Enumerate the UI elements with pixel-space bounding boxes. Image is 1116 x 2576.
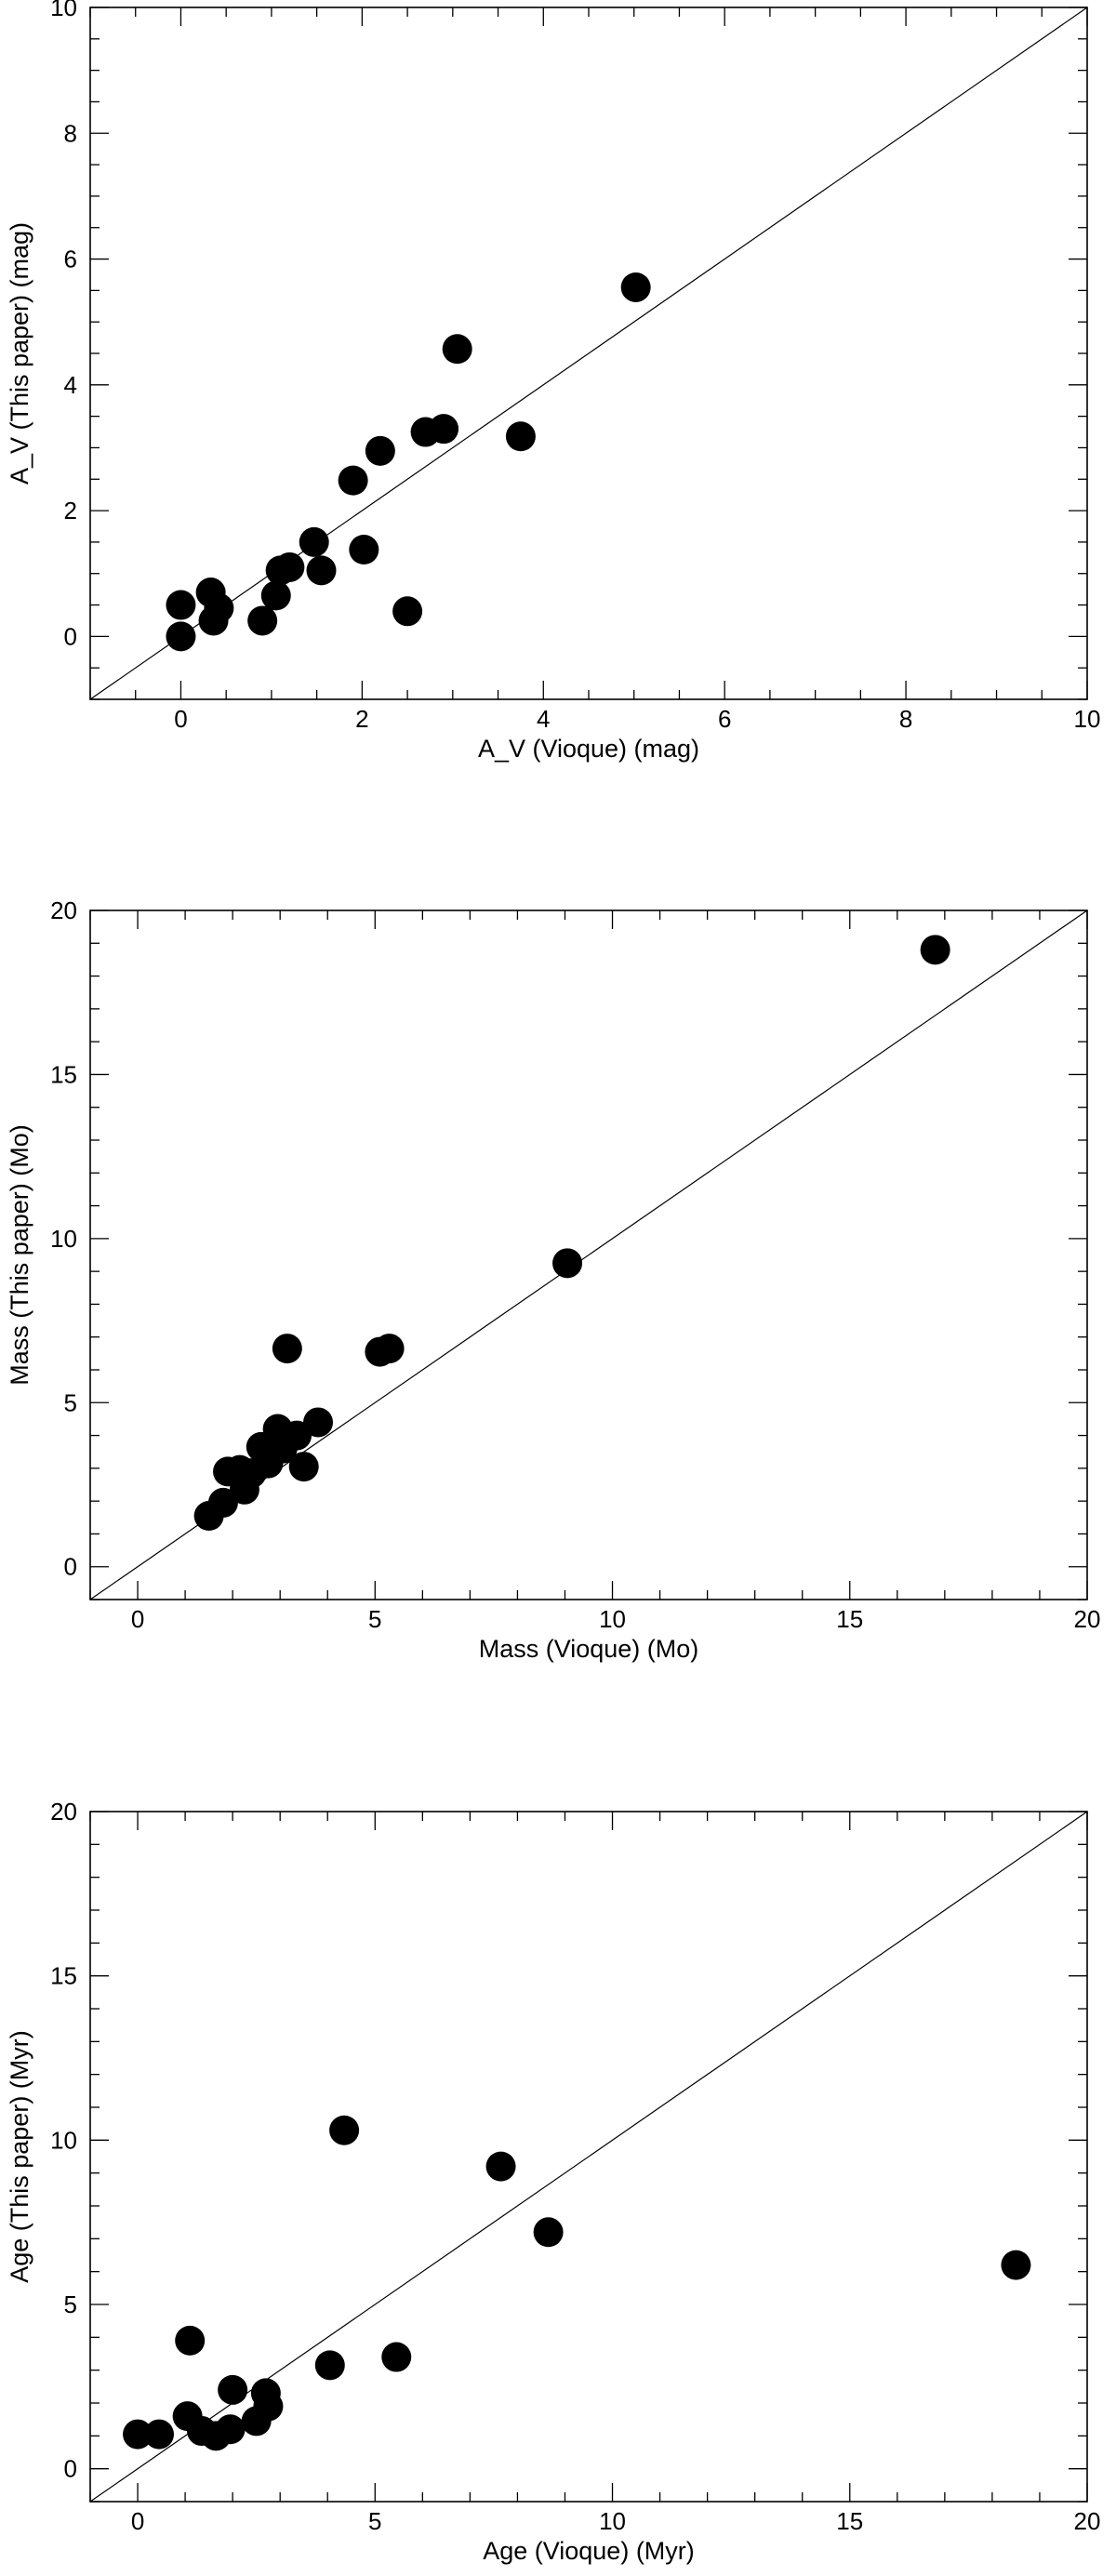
mass-data-point bbox=[920, 935, 950, 965]
mass-data-point bbox=[207, 1487, 238, 1518]
mass-comparison-panel: 0 5 10 15 20 0 5 10 15 20 Mass (Vioque) (Mo) Mass (… bbox=[6, 896, 1100, 1663]
age-plot-frame bbox=[89, 1811, 1088, 2503]
age-comparison-panel: 0 5 10 15 20 0 5 10 15 20 Age (Vioque) (Myr) Age (T… bbox=[6, 1798, 1100, 2565]
age-x-tick-label: 15 bbox=[836, 2507, 863, 2535]
av-data-point bbox=[505, 421, 536, 452]
age-y-tick-label: 15 bbox=[50, 1962, 77, 1990]
av-data-point bbox=[349, 535, 379, 565]
age-data-point bbox=[144, 2419, 175, 2450]
av-data-point bbox=[274, 551, 305, 582]
mass-y-axis-label: Mass (This paper) (Mo) bbox=[6, 1124, 33, 1386]
av-comparison-panel: 0 2 4 6 8 10 0 2 4 6 8 10 A_V (Vioque) (mag) A_V (Thi… bbox=[6, 0, 1100, 763]
age-x-tick-label: 20 bbox=[1074, 2507, 1101, 2535]
age-data-point bbox=[485, 2151, 516, 2182]
mass-y-tick-label: 20 bbox=[50, 896, 77, 924]
mass-data-point bbox=[303, 1407, 334, 1438]
av-data-point bbox=[429, 414, 459, 445]
mass-y-tick-label: 10 bbox=[50, 1225, 77, 1253]
av-data-point bbox=[299, 526, 329, 557]
age-y-tick-label: 0 bbox=[64, 2455, 77, 2483]
av-x-tick-label: 10 bbox=[1074, 705, 1101, 733]
age-data-point bbox=[215, 2414, 246, 2445]
age-x-axis-label: Age (Vioque) (Myr) bbox=[483, 2537, 695, 2565]
age-data-point bbox=[123, 2419, 153, 2450]
av-data-point bbox=[620, 272, 651, 302]
av-data-point bbox=[166, 590, 196, 620]
mass-x-tick-label: 20 bbox=[1074, 1605, 1101, 1633]
age-x-tick-label: 10 bbox=[599, 2507, 626, 2535]
age-y-tick-label: 5 bbox=[64, 2291, 77, 2318]
av-y-tick-label: 4 bbox=[64, 371, 77, 399]
av-data-point bbox=[247, 605, 278, 636]
age-data-point bbox=[1001, 2250, 1031, 2280]
av-data-point bbox=[365, 435, 395, 466]
mass-data-point bbox=[288, 1452, 319, 1482]
mass-data-point bbox=[374, 1334, 405, 1364]
av-y-tick-label: 10 bbox=[50, 0, 77, 21]
mass-data-point bbox=[552, 1248, 583, 1279]
age-y-tick-label: 20 bbox=[50, 1798, 77, 1826]
mass-plot-frame bbox=[89, 910, 1088, 1600]
av-y-tick-label: 6 bbox=[64, 246, 77, 273]
av-x-tick-label: 8 bbox=[899, 705, 912, 733]
mass-x-tick-label: 5 bbox=[368, 1605, 381, 1633]
av-data-point bbox=[198, 605, 229, 636]
av-data-point bbox=[442, 334, 472, 365]
age-data-point bbox=[533, 2217, 564, 2248]
mass-data-point bbox=[272, 1334, 302, 1364]
age-y-tick-label: 10 bbox=[50, 2126, 77, 2154]
av-y-tick-label: 8 bbox=[64, 119, 77, 147]
av-data-point bbox=[392, 596, 423, 627]
mass-x-axis-label: Mass (Vioque) (Mo) bbox=[479, 1635, 699, 1663]
av-data-point bbox=[166, 621, 196, 652]
age-data-point bbox=[329, 2115, 360, 2145]
av-data-point bbox=[260, 580, 291, 611]
age-x-tick-label: 0 bbox=[131, 2507, 144, 2535]
av-x-tick-label: 2 bbox=[355, 705, 368, 733]
av-x-tick-label: 0 bbox=[174, 705, 187, 733]
age-data-point bbox=[314, 2350, 345, 2381]
av-y-tick-label: 2 bbox=[64, 497, 77, 524]
mass-x-tick-label: 0 bbox=[131, 1605, 144, 1633]
mass-y-tick-label: 0 bbox=[64, 1553, 77, 1581]
av-x-axis-label: A_V (Vioque) (mag) bbox=[478, 735, 699, 763]
av-data-point bbox=[306, 555, 337, 586]
av-x-tick-label: 4 bbox=[537, 705, 550, 733]
age-data-point bbox=[381, 2342, 412, 2372]
age-data-point bbox=[218, 2374, 248, 2405]
av-data-point bbox=[338, 465, 368, 496]
age-data-point bbox=[253, 2391, 284, 2422]
av-y-axis-label: A_V (This paper) (mag) bbox=[6, 222, 33, 485]
mass-x-tick-label: 10 bbox=[599, 1605, 626, 1633]
mass-data-point bbox=[282, 1420, 312, 1451]
av-y-tick-label: 0 bbox=[64, 622, 77, 650]
age-y-axis-label: Age (This paper) (Myr) bbox=[6, 2030, 33, 2283]
age-data-point bbox=[175, 2325, 206, 2356]
av-one-to-one-line bbox=[90, 7, 1087, 699]
mass-x-tick-label: 15 bbox=[836, 1605, 863, 1633]
age-x-tick-label: 5 bbox=[368, 2507, 381, 2535]
mass-y-tick-label: 5 bbox=[64, 1388, 77, 1416]
av-x-tick-label: 6 bbox=[718, 705, 731, 733]
mass-y-tick-label: 15 bbox=[50, 1060, 77, 1088]
